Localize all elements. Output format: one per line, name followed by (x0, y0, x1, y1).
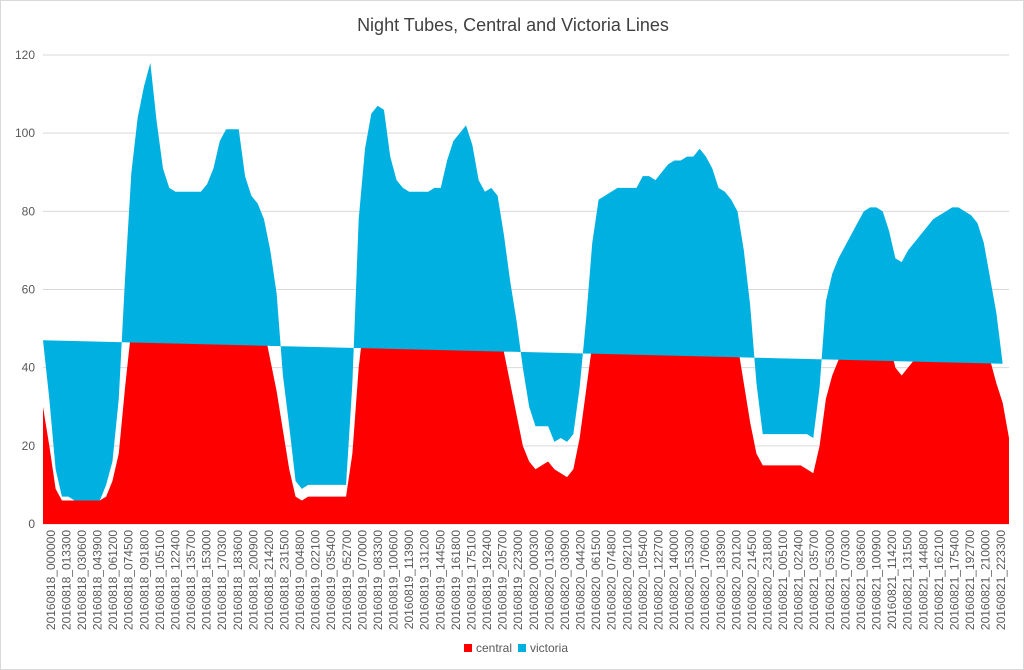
x-tick-label: 20160818_170300 (215, 530, 229, 630)
x-tick-label: 20160820_170600 (698, 530, 712, 630)
area-layer (43, 62, 1009, 524)
x-tick-label: 20160818_000000 (44, 530, 58, 630)
y-tick-label: 80 (22, 204, 36, 218)
x-tick-label: 20160820_074800 (605, 530, 619, 630)
x-tick-label: 20160820_000300 (527, 530, 541, 630)
x-tick-label: 20160821_114200 (885, 530, 899, 630)
x-tick-label: 20160821_100900 (870, 530, 884, 630)
x-tick-label: 20160818_183600 (231, 530, 245, 630)
x-tick-label: 20160820_214500 (745, 530, 759, 630)
x-tick-label: 20160820_044200 (574, 530, 588, 630)
x-tick-label: 20160819_052700 (340, 530, 354, 630)
x-tick-label: 20160821_210000 (979, 530, 993, 630)
x-tick-label: 20160821_070300 (838, 530, 852, 630)
x-axis-ticks: 20160818_000000 20160818_013300 20160818_0… (44, 530, 1008, 630)
x-tick-label: 20160820_183900 (714, 530, 728, 630)
x-tick-label: 20160820_092100 (620, 530, 634, 630)
x-tick-label: 20160820_061500 (589, 530, 603, 630)
x-tick-label: 20160821_053000 (823, 530, 837, 630)
y-tick-label: 20 (22, 439, 36, 453)
chart-title: Night Tubes, Central and Victoria Lines (357, 15, 669, 35)
y-tick-label: 0 (28, 517, 35, 531)
x-tick-label: 20160818_135700 (184, 530, 198, 630)
y-axis-ticks: 0 20 40 60 80 100 120 (15, 48, 35, 531)
x-tick-label: 20160820_231800 (761, 530, 775, 630)
x-tick-label: 20160819_083300 (371, 530, 385, 630)
x-tick-label: 20160820_013600 (542, 530, 556, 630)
x-tick-label: 20160818_122400 (168, 530, 182, 630)
x-tick-label: 20160819_161800 (449, 530, 463, 630)
x-tick-label: 20160821_022400 (792, 530, 806, 630)
x-tick-label: 20160821_144800 (916, 530, 930, 630)
x-tick-label: 20160819_131200 (418, 530, 432, 630)
x-tick-label: 20160819_205700 (496, 530, 510, 630)
x-tick-label: 20160819_144500 (433, 530, 447, 630)
x-tick-label: 20160821_223300 (994, 530, 1008, 630)
series-area-victoria (43, 62, 1003, 501)
x-tick-label: 20160818_153000 (200, 530, 214, 630)
x-tick-label: 20160818_091800 (137, 530, 151, 630)
x-tick-label: 20160820_030900 (558, 530, 572, 630)
x-tick-label: 20160819_035400 (324, 530, 338, 630)
x-tick-label: 20160819_100600 (387, 530, 401, 630)
x-tick-label: 20160818_030600 (75, 530, 89, 630)
x-tick-label: 20160821_035700 (807, 530, 821, 630)
x-tick-label: 20160820_105400 (636, 530, 650, 630)
x-tick-label: 20160818_231500 (278, 530, 292, 630)
x-tick-label: 20160818_043900 (91, 530, 105, 630)
legend-swatch-victoria (518, 644, 526, 652)
y-tick-label: 100 (15, 126, 35, 140)
legend-label-victoria: victoria (530, 641, 568, 655)
x-tick-label: 20160818_061200 (106, 530, 120, 630)
legend-label-central: central (476, 641, 512, 655)
y-tick-label: 120 (15, 48, 35, 62)
x-tick-label: 20160818_214200 (262, 530, 276, 630)
x-tick-label: 20160818_200900 (246, 530, 260, 630)
x-tick-label: 20160821_131500 (901, 530, 915, 630)
x-tick-label: 20160821_192700 (963, 530, 977, 630)
y-tick-label: 60 (22, 283, 36, 297)
x-tick-label: 20160819_175100 (465, 530, 479, 630)
series-area-central (43, 266, 1009, 524)
x-tick-label: 20160820_201200 (729, 530, 743, 630)
x-tick-label: 20160819_070000 (355, 530, 369, 630)
y-tick-label: 40 (22, 361, 36, 375)
legend: central victoria (464, 641, 568, 655)
legend-item-central: central (464, 641, 512, 655)
x-tick-label: 20160821_083600 (854, 530, 868, 630)
x-tick-label: 20160818_074500 (122, 530, 136, 630)
x-tick-label: 20160821_175400 (948, 530, 962, 630)
legend-item-victoria: victoria (518, 641, 568, 655)
x-tick-label: 20160821_162100 (932, 530, 946, 630)
x-tick-label: 20160820_153300 (683, 530, 697, 630)
x-tick-label: 20160818_013300 (59, 530, 73, 630)
x-tick-label: 20160821_005100 (776, 530, 790, 630)
x-tick-label: 20160819_004800 (293, 530, 307, 630)
x-tick-label: 20160818_105100 (153, 530, 167, 630)
x-tick-label: 20160820_122700 (651, 530, 665, 630)
x-tick-label: 20160819_113900 (402, 530, 416, 630)
x-tick-label: 20160819_192400 (480, 530, 494, 630)
x-tick-label: 20160820_140000 (667, 530, 681, 630)
x-tick-label: 20160819_022100 (309, 530, 323, 630)
x-tick-label: 20160819_223000 (511, 530, 525, 630)
legend-swatch-central (464, 644, 472, 652)
